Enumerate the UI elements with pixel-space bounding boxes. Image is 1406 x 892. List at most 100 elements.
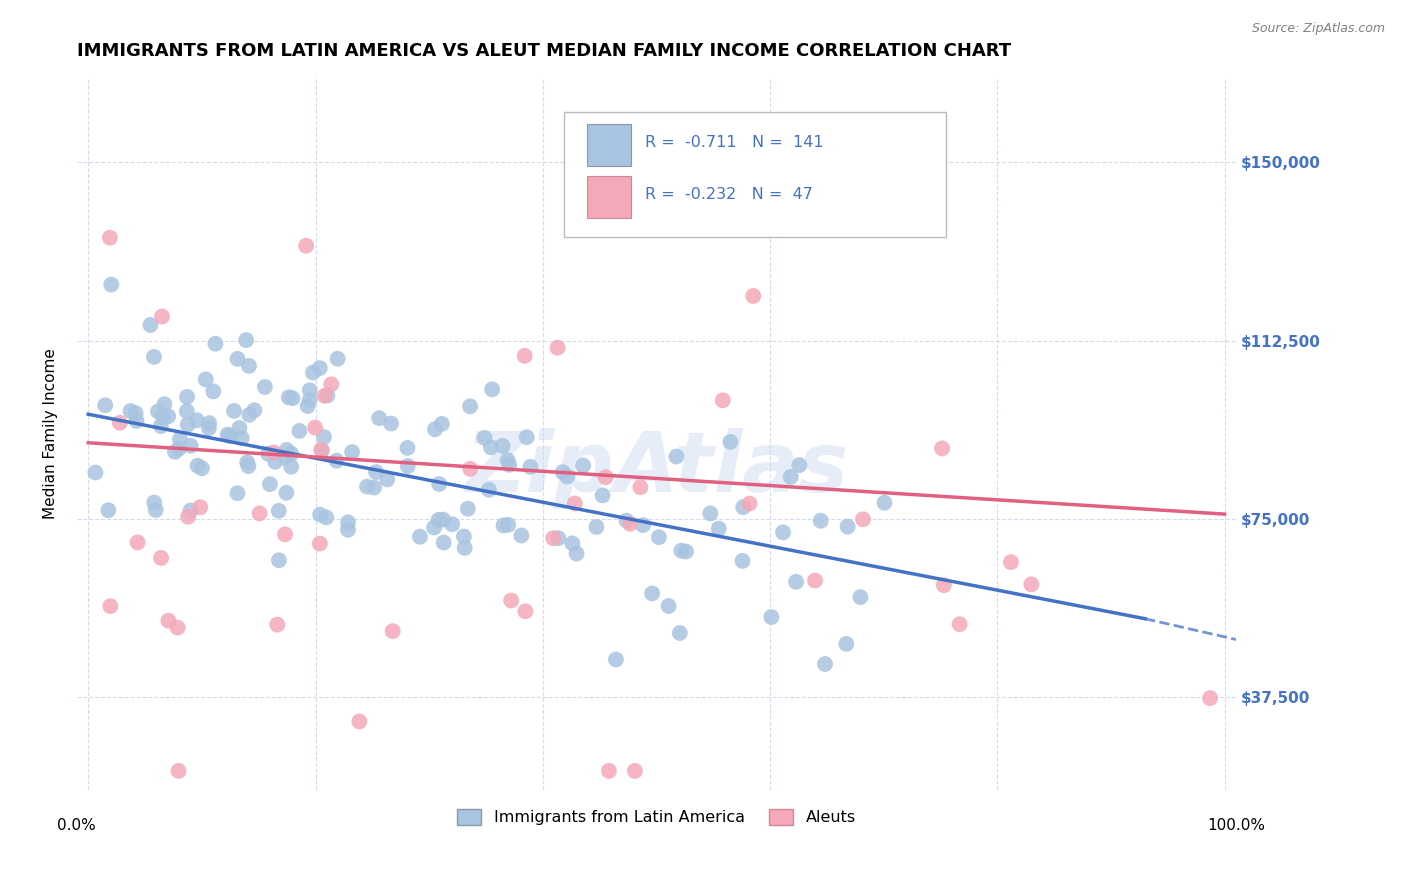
Point (572, 458, 595, 473)
Point (498, 458, 520, 472)
Point (510, 528, 533, 542)
Point (157, 409, 180, 424)
Point (787, 458, 810, 472)
FancyBboxPatch shape (564, 112, 946, 237)
Point (321, 377, 343, 392)
Point (718, 434, 741, 449)
Point (699, 507, 721, 521)
Point (1199, 691, 1222, 706)
Point (336, 523, 359, 537)
Point (127, 535, 149, 549)
Point (298, 384, 321, 398)
Point (238, 408, 260, 422)
Point (243, 403, 266, 417)
Point (605, 652, 627, 666)
Point (146, 404, 169, 418)
Point (738, 497, 761, 511)
Point (238, 359, 260, 373)
Point (785, 574, 807, 589)
Point (157, 614, 180, 628)
Point (340, 445, 363, 459)
Point (309, 508, 332, 522)
Point (396, 441, 419, 455)
Point (163, 445, 186, 459)
Point (368, 411, 391, 425)
Point (218, 429, 240, 443)
Point (316, 388, 339, 402)
Point (222, 404, 245, 418)
Point (277, 390, 299, 404)
Point (108, 416, 131, 430)
Point (217, 427, 239, 442)
Point (308, 361, 330, 376)
Text: R =  -0.232   N =  47: R = -0.232 N = 47 (645, 186, 813, 202)
Point (231, 431, 253, 445)
Point (804, 574, 827, 588)
Point (176, 390, 198, 404)
Point (551, 465, 574, 479)
Point (375, 472, 398, 486)
Point (474, 431, 496, 445)
Point (145, 503, 167, 517)
Point (515, 604, 537, 618)
Point (381, 624, 404, 639)
Point (177, 417, 200, 432)
Point (433, 535, 456, 549)
Point (179, 503, 201, 517)
Point (264, 455, 287, 469)
Point (592, 488, 614, 502)
Point (516, 430, 538, 444)
Point (226, 351, 249, 366)
Point (496, 453, 519, 467)
Point (198, 421, 221, 435)
Point (648, 530, 671, 544)
Point (326, 351, 349, 366)
Text: 0.0%: 0.0% (58, 819, 96, 833)
Point (249, 507, 271, 521)
Bar (586, 124, 631, 166)
Point (616, 514, 638, 528)
Point (665, 450, 688, 464)
Point (561, 536, 583, 550)
Point (591, 138, 613, 153)
Point (501, 593, 523, 607)
Point (266, 617, 288, 632)
Point (779, 470, 801, 484)
Point (304, 420, 326, 434)
Point (176, 404, 198, 418)
Point (873, 496, 896, 510)
Point (180, 439, 202, 453)
Point (432, 512, 454, 526)
Legend: Immigrants from Latin America, Aleuts: Immigrants from Latin America, Aleuts (451, 803, 862, 832)
Point (675, 544, 697, 558)
Point (98, 230, 121, 244)
Point (100, 277, 122, 292)
Point (458, 462, 481, 476)
Point (236, 455, 259, 469)
Point (409, 530, 432, 544)
Point (166, 621, 188, 635)
Point (259, 477, 281, 491)
Point (167, 764, 190, 778)
Text: ZipAtlas: ZipAtlas (465, 428, 848, 509)
Point (423, 520, 446, 534)
Point (177, 509, 200, 524)
Point (453, 529, 475, 543)
Text: IMMIGRANTS FROM LATIN AMERICA VS ALEUT MEDIAN FAMILY INCOME CORRELATION CHART: IMMIGRANTS FROM LATIN AMERICA VS ALEUT M… (77, 42, 1011, 60)
Point (427, 513, 450, 527)
Point (204, 336, 226, 351)
Point (311, 443, 333, 458)
Point (457, 501, 479, 516)
Point (97, 503, 120, 517)
Point (281, 391, 304, 405)
Point (565, 547, 588, 561)
Point (658, 599, 681, 613)
Point (298, 392, 321, 407)
Point (364, 465, 387, 479)
Point (624, 764, 647, 778)
Point (94, 398, 117, 412)
Point (852, 512, 875, 526)
Point (641, 586, 664, 600)
Point (153, 397, 176, 411)
Point (631, 518, 654, 533)
